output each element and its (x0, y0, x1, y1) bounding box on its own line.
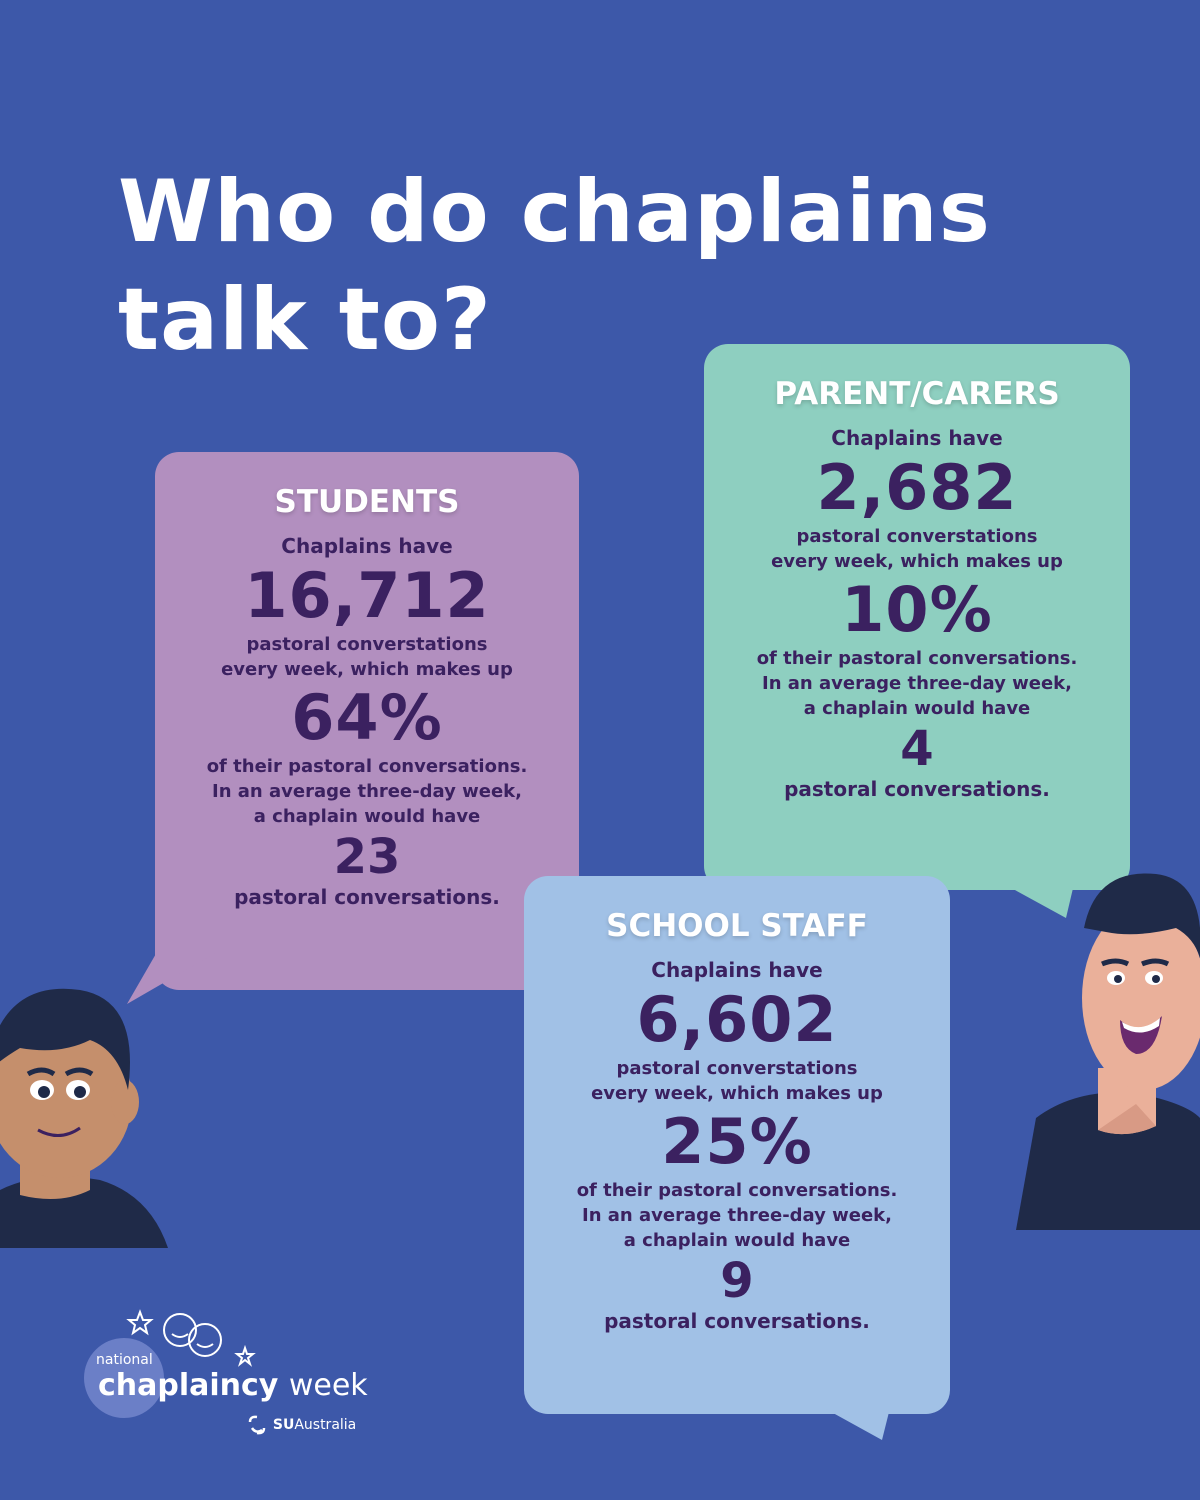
parents-bubble-tail (1004, 884, 1074, 918)
parents-heading: PARENT/CARERS (774, 376, 1060, 412)
staff-weekly-count: 6,602 (636, 983, 838, 1056)
staff-weekly-text-2: every week, which makes up (591, 1083, 883, 1104)
students-percent-text-1: of their pastoral conversations. (206, 756, 528, 777)
staff-heading: SCHOOL STAFF (606, 908, 868, 944)
parents-bubble: PARENT/CARERS Chaplains have 2,682 pasto… (704, 344, 1130, 918)
page-title: Who do chaplains talk to? (118, 158, 1118, 374)
staff-bubble-tail (824, 1408, 890, 1440)
students-percent-text-2: In an average three-day week, (212, 781, 522, 802)
parents-per-week: 4 (900, 721, 934, 777)
parents-percent-text-1: of their pastoral conversations. (756, 648, 1078, 669)
parents-percent-text-3: a chaplain would have (803, 698, 1031, 719)
su-logo-icon (248, 1415, 266, 1435)
man-face-icon (1016, 873, 1200, 1230)
staff-weekly-text-1: pastoral converstations (616, 1058, 858, 1079)
staff-per-week: 9 (720, 1253, 754, 1309)
students-per-week: 23 (333, 829, 401, 885)
title-line-2: talk to? (118, 270, 492, 370)
parents-percent-text-2: In an average three-day week, (762, 673, 1072, 694)
logo-circle (84, 1338, 164, 1418)
staff-percent: 25% (661, 1105, 813, 1178)
logo-chaplaincy-text: chaplaincy week (98, 1368, 368, 1403)
students-per-week-text: pastoral conversations. (234, 885, 500, 909)
students-bubble-tail (127, 952, 217, 1004)
parents-per-week-text: pastoral conversations. (784, 777, 1050, 801)
students-weekly-count: 16,712 (244, 559, 490, 632)
students-heading: STUDENTS (274, 484, 460, 520)
logo-australia-text: Australia (294, 1417, 357, 1433)
students-percent-text-3: a chaplain would have (253, 806, 481, 827)
su-australia-logo: SUAustralia (246, 1414, 356, 1436)
parents-percent: 10% (841, 573, 993, 646)
staff-lead: Chaplains have (651, 958, 823, 982)
parents-weekly-text-1: pastoral converstations (796, 526, 1038, 547)
staff-per-week-text: pastoral conversations. (604, 1309, 870, 1333)
logo-su-text: SU (272, 1417, 295, 1433)
students-bubble: STUDENTS Chaplains have 16,712 pastoral … (127, 452, 579, 1004)
students-weekly-text-1: pastoral converstations (246, 634, 488, 655)
students-percent: 64% (291, 681, 443, 754)
parents-lead: Chaplains have (831, 426, 1003, 450)
boy-face-icon (0, 988, 168, 1248)
parents-weekly-text-2: every week, which makes up (771, 551, 1063, 572)
students-lead: Chaplains have (281, 534, 453, 558)
title-line-1: Who do chaplains (118, 162, 991, 262)
staff-percent-text-3: a chaplain would have (623, 1230, 851, 1251)
logo-week-word: week (288, 1368, 368, 1403)
staff-bubble: SCHOOL STAFF Chaplains have 6,602 pastor… (524, 876, 950, 1440)
students-weekly-text-2: every week, which makes up (221, 659, 513, 680)
parents-weekly-count: 2,682 (816, 451, 1018, 524)
logo-chaplaincy-word: chaplaincy (98, 1368, 279, 1403)
national-chaplaincy-week-logo: national chaplaincy week SUAustralia (84, 1300, 384, 1450)
stars-icon (126, 1309, 256, 1367)
staff-percent-text-2: In an average three-day week, (582, 1205, 892, 1226)
logo-national-text: national (96, 1352, 153, 1368)
staff-percent-text-1: of their pastoral conversations. (576, 1180, 898, 1201)
